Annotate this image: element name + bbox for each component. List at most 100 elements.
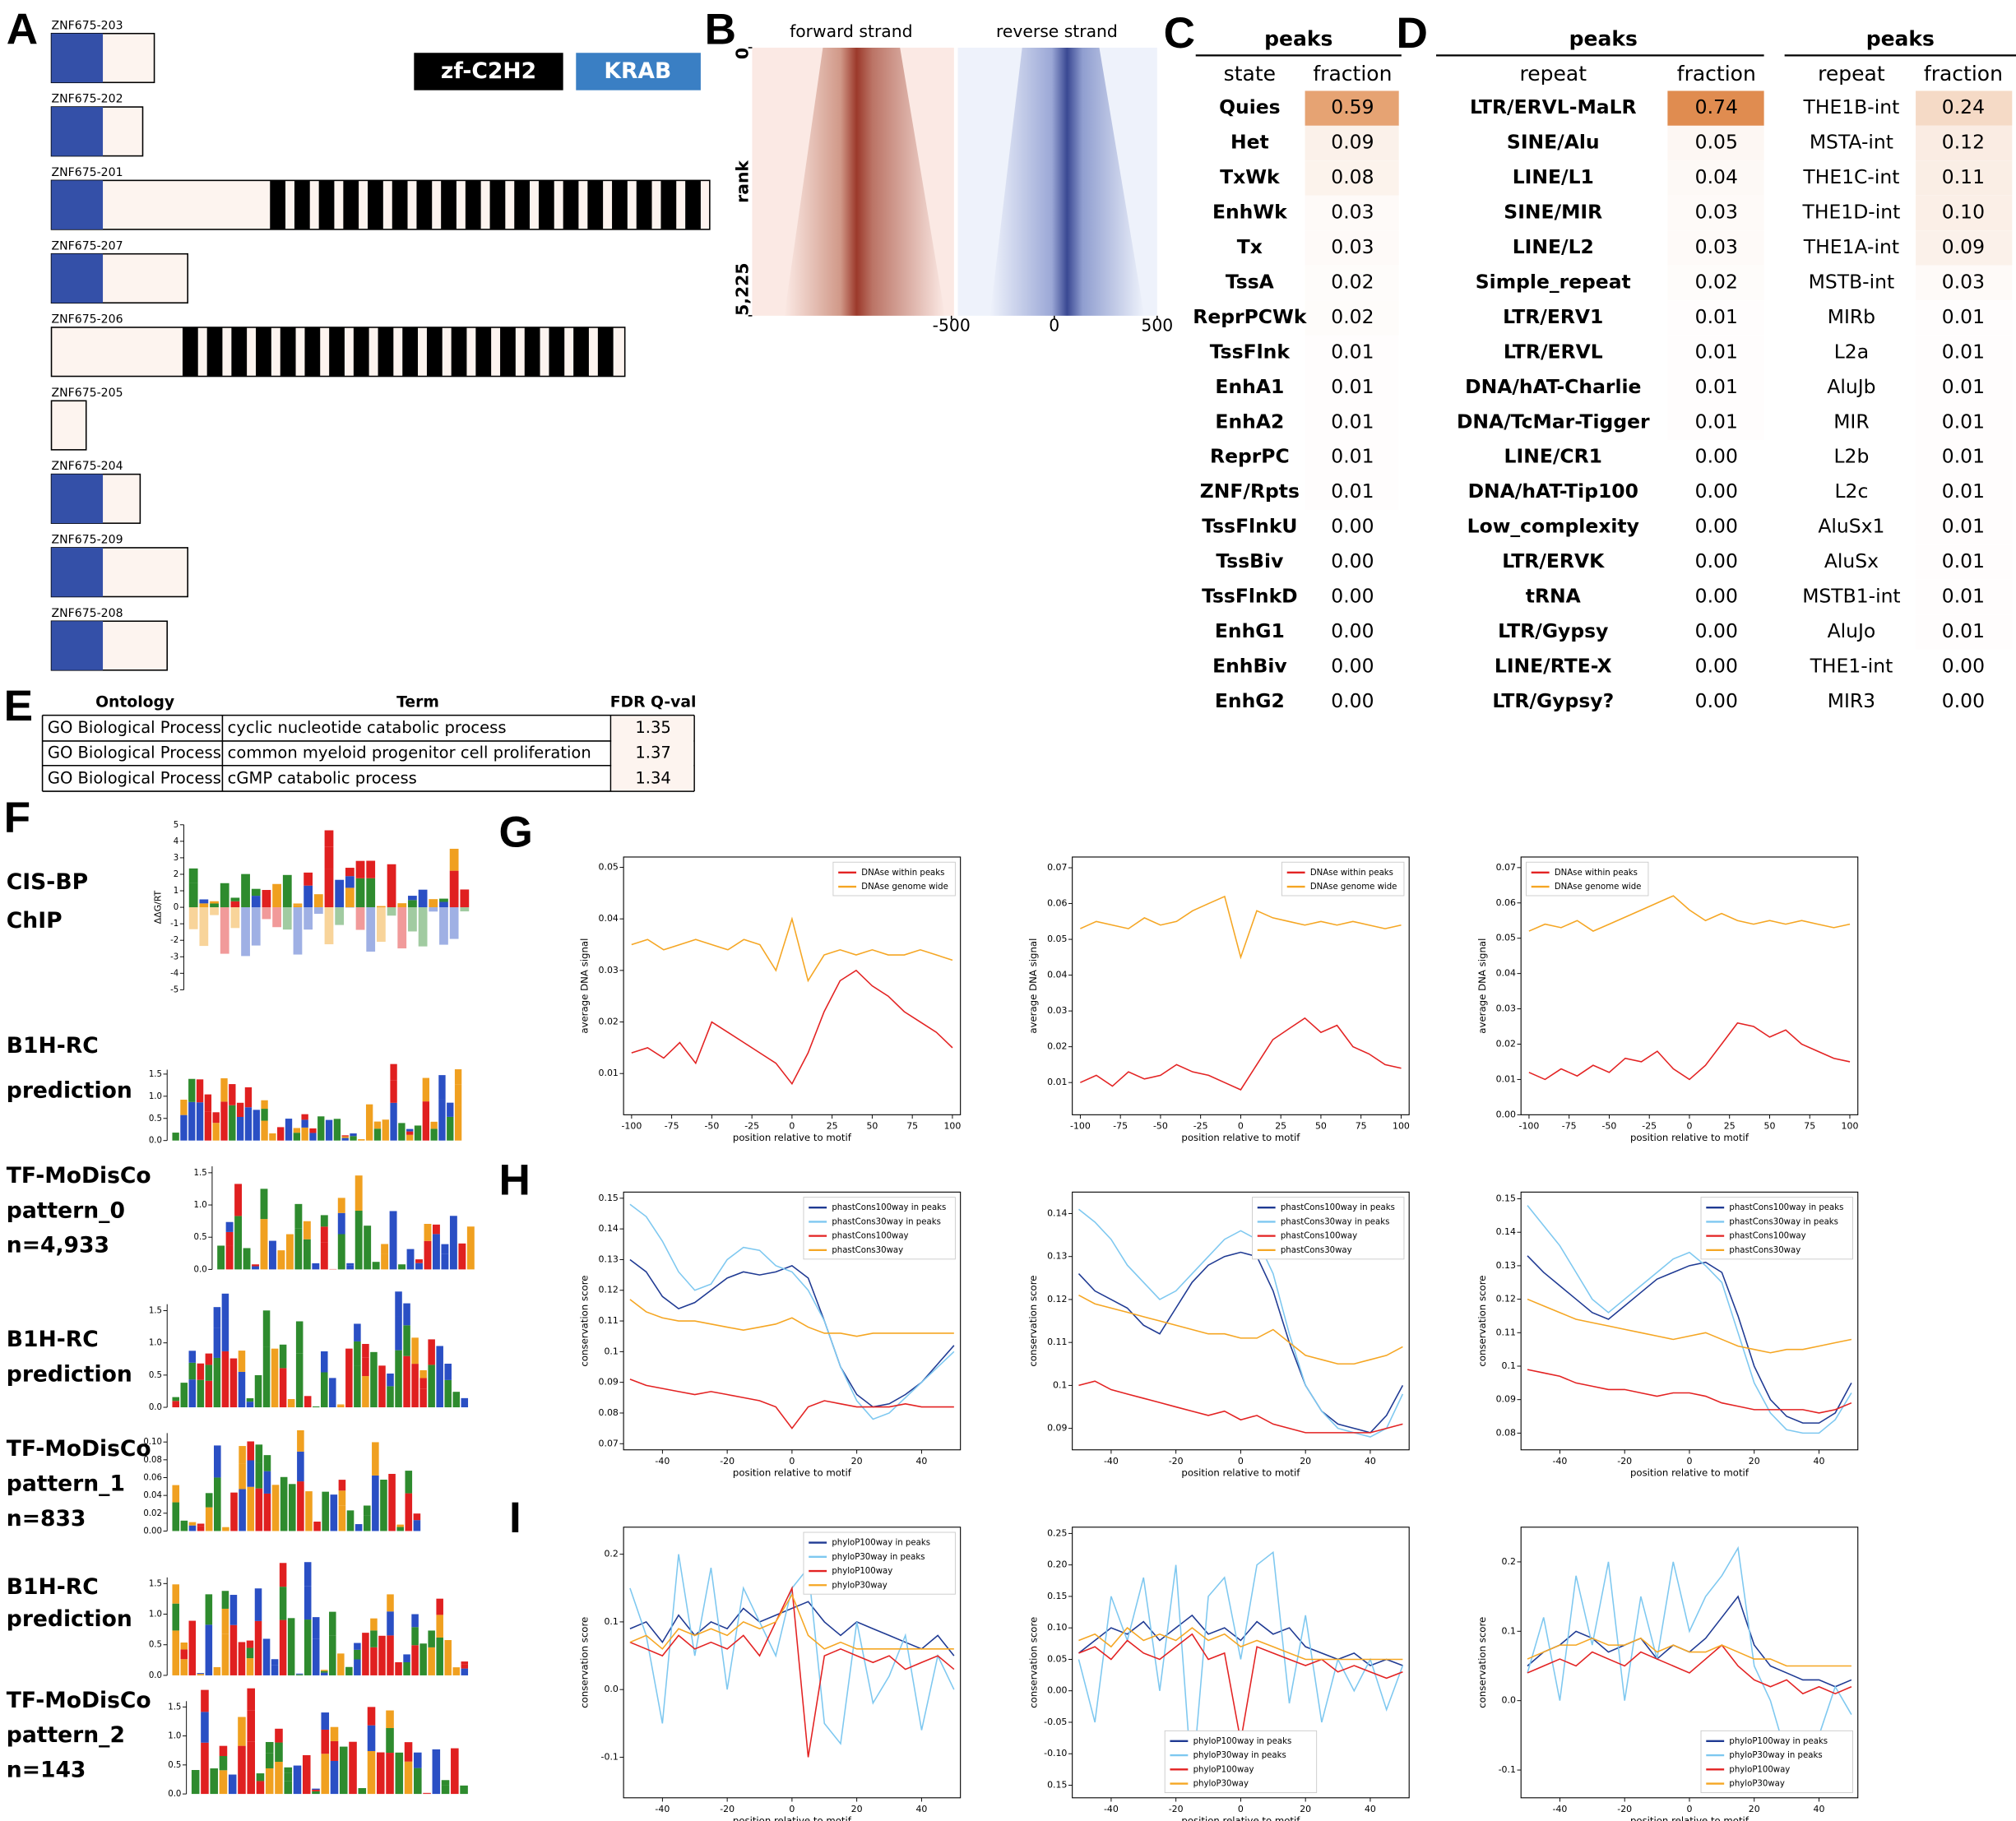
fdr-cells — [611, 716, 694, 791]
logo-letter — [388, 1473, 396, 1531]
logo-letter — [439, 907, 448, 945]
logo-label: ChIP — [7, 908, 63, 934]
legend-krab — [576, 53, 701, 90]
y-axis-label: conservation score — [579, 1276, 591, 1367]
logo-letter — [312, 1638, 320, 1675]
logo-letter — [188, 907, 198, 929]
y-tick-label: 0.12 — [1496, 1294, 1516, 1304]
logo-letter — [188, 1525, 197, 1531]
logo-letter — [321, 1754, 330, 1795]
logo-letter — [303, 1239, 311, 1270]
fraction-cell — [1305, 405, 1399, 440]
logo-letter — [366, 860, 376, 878]
logo-letter — [294, 1203, 303, 1229]
logo-letter — [441, 1244, 449, 1254]
fraction-value: 0.00 — [1331, 689, 1374, 712]
fraction-cell — [1916, 405, 2013, 440]
logo-letter — [204, 1111, 212, 1141]
row-label: Het — [1230, 131, 1269, 154]
legend-label: phastCons30way in peaks — [1281, 1217, 1390, 1226]
fraction-cell — [1916, 510, 2013, 545]
logo-letter — [358, 1788, 367, 1795]
series-line — [629, 1299, 954, 1337]
logo-letter — [362, 1633, 369, 1675]
logo-letter — [284, 1772, 293, 1782]
logo-letter — [188, 1351, 197, 1363]
logo-letter — [293, 1765, 302, 1795]
panel-letter: B — [705, 5, 736, 53]
logo-letter — [454, 1069, 462, 1085]
fraction-value: 0.09 — [1942, 235, 1985, 258]
fraction-value: 0.00 — [1331, 515, 1374, 538]
row-label: AluSx — [1824, 549, 1879, 572]
krab-domain — [51, 180, 104, 229]
y-tick-label: 0.02 — [1047, 1041, 1067, 1052]
fraction-value: 0.05 — [1695, 131, 1738, 154]
y-tick-label: 0.04 — [599, 913, 619, 924]
fraction-cell — [1667, 510, 1764, 545]
logo-letter — [212, 1123, 220, 1141]
row-label: DNA/hAT-Tip100 — [1468, 480, 1638, 503]
logo-letter — [247, 1688, 256, 1711]
logo-letter — [180, 1643, 188, 1650]
row-label: LINE/CR1 — [1504, 445, 1602, 468]
logo-letter — [339, 1746, 348, 1795]
logo-letter — [386, 1728, 394, 1754]
logo-letter — [411, 1337, 419, 1365]
legend-label: phastCons30way in peaks — [1729, 1217, 1838, 1226]
logo-letter — [309, 1128, 317, 1133]
logo-letter — [277, 1127, 285, 1141]
x-tick-label: -40 — [655, 1456, 670, 1467]
x-tick-label: 20 — [1749, 1456, 1760, 1467]
logo-letter — [271, 1485, 280, 1531]
logo-letter — [396, 1527, 404, 1531]
logo-letter — [301, 1114, 308, 1120]
zf-domain — [270, 180, 286, 229]
logo-letter — [238, 1642, 246, 1675]
logo-letter — [201, 1689, 209, 1712]
legend-label: DNAse genome wide — [1555, 883, 1642, 892]
y-tick-label: -0.1 — [1499, 1764, 1516, 1775]
logo-letter — [411, 1614, 419, 1628]
row-label: TssA — [1226, 270, 1275, 293]
isoform-name: ZNF675-206 — [52, 313, 123, 327]
column-header: state — [1224, 62, 1276, 86]
y-tick-label: 0.1 — [1053, 1379, 1067, 1390]
fraction-value: 0.00 — [1695, 619, 1738, 642]
row-label: TxWk — [1220, 165, 1281, 188]
y-tick-label: 0.14 — [1047, 1207, 1067, 1218]
y-tick-label: 3 — [174, 854, 178, 863]
y-tick-label: 0.05 — [1496, 933, 1516, 943]
logo-letter — [247, 1486, 255, 1531]
fraction-value: 0.74 — [1695, 95, 1738, 118]
row-label: MIRb — [1828, 305, 1875, 328]
y-tick-label: 0.10 — [1047, 1622, 1067, 1633]
fraction-value: 0.01 — [1331, 445, 1374, 468]
logo-letter — [279, 1619, 287, 1675]
logo-letter — [429, 907, 438, 912]
logo-letter — [387, 1635, 394, 1675]
logo-letter — [447, 1102, 454, 1117]
fraction-cell — [1305, 440, 1399, 475]
legend-label: phyloP100way — [832, 1567, 892, 1576]
zf-domain — [524, 327, 540, 377]
legend-label: phastCons100way — [1729, 1232, 1805, 1241]
logo-letter — [428, 1630, 435, 1647]
row-label: THE1-int — [1810, 654, 1893, 677]
logo-letter — [293, 905, 303, 908]
logo-letter — [338, 1490, 346, 1506]
logo-letter — [199, 907, 209, 947]
y-tick-label: 0.01 — [1047, 1077, 1067, 1087]
logo-letter — [460, 1785, 468, 1795]
row-label: EnhBiv — [1212, 654, 1287, 677]
logo-letter — [415, 1263, 423, 1270]
series-line — [1527, 1637, 1851, 1667]
fraction-cell — [1916, 90, 2013, 126]
x-tick-label: -100 — [1070, 1120, 1091, 1131]
fraction-cell — [1916, 614, 2013, 650]
logo-letter — [408, 907, 417, 932]
logo-letter — [294, 1228, 303, 1270]
y-tick-label: -5 — [170, 985, 178, 994]
x-axis-label: position relative to motif — [1630, 1132, 1750, 1143]
logo-letter — [452, 1667, 461, 1675]
